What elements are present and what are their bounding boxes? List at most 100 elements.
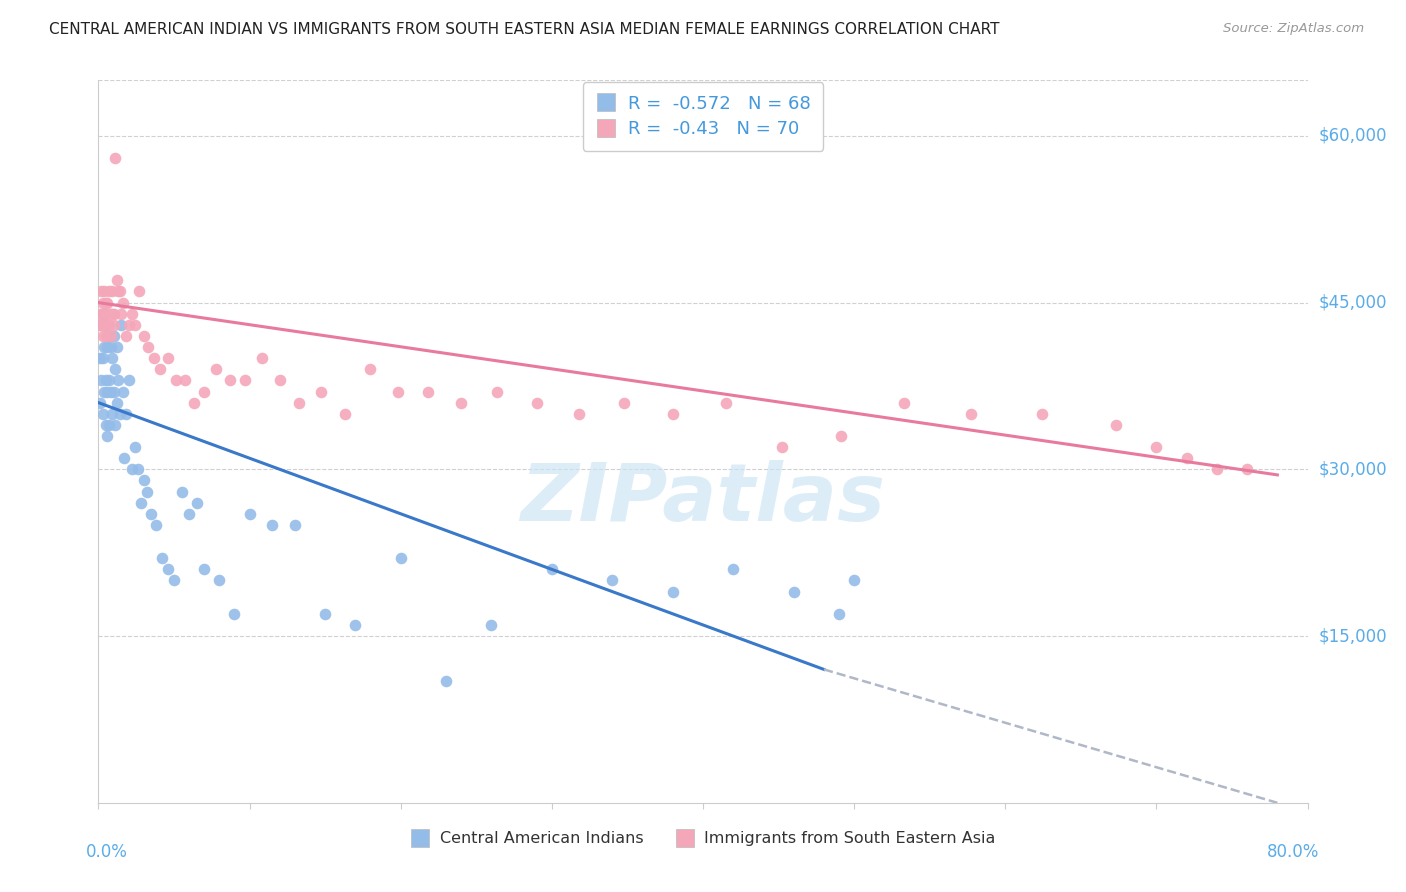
Point: [173, 373, 195, 387]
Point: [94, 329, 117, 343]
Point: [90, 318, 112, 332]
Point: [770, 440, 793, 454]
Point: [103, 307, 125, 321]
Point: [205, 362, 228, 376]
Point: [90, 373, 112, 387]
Point: [93, 318, 115, 332]
Point: [101, 407, 124, 421]
Point: [108, 285, 131, 299]
Point: [93, 384, 115, 399]
Point: [112, 451, 135, 466]
Point: [114, 329, 136, 343]
Point: [103, 318, 125, 332]
Point: [98, 285, 121, 299]
Point: [262, 517, 284, 532]
Point: [219, 373, 242, 387]
Point: [959, 407, 981, 421]
Point: [149, 362, 172, 376]
Point: [309, 384, 332, 399]
Point: [450, 395, 472, 409]
Point: [250, 351, 273, 366]
Point: [1144, 440, 1167, 454]
Point: [91, 295, 114, 310]
Point: [613, 395, 636, 409]
Point: [156, 351, 179, 366]
Point: [344, 618, 367, 632]
Point: [288, 395, 311, 409]
Point: [101, 285, 124, 299]
Point: [96, 295, 118, 310]
Text: 80.0%: 80.0%: [1267, 843, 1320, 861]
Point: [165, 373, 187, 387]
Point: [132, 474, 155, 488]
Point: [163, 574, 186, 588]
Point: [101, 351, 124, 366]
Point: [224, 607, 246, 621]
Point: [121, 307, 143, 321]
Point: [94, 417, 117, 432]
Point: [132, 329, 155, 343]
Point: [110, 307, 132, 321]
Point: [89, 307, 111, 321]
Point: [486, 384, 509, 399]
Point: [661, 584, 683, 599]
Legend: Central American Indians, Immigrants from South Eastern Asia: Central American Indians, Immigrants fro…: [405, 825, 1001, 853]
Point: [98, 417, 121, 432]
Point: [89, 395, 111, 409]
Point: [893, 395, 915, 409]
Point: [314, 607, 336, 621]
Point: [143, 351, 166, 366]
Point: [844, 574, 866, 588]
Point: [104, 417, 127, 432]
Point: [93, 285, 115, 299]
Point: [110, 318, 132, 332]
Point: [193, 562, 215, 576]
Point: [723, 562, 745, 576]
Point: [98, 329, 121, 343]
Point: [830, 429, 852, 443]
Point: [183, 395, 205, 409]
Point: [156, 562, 179, 576]
Point: [94, 295, 117, 310]
Point: [98, 373, 121, 387]
Point: [111, 384, 134, 399]
Point: [360, 362, 382, 376]
Point: [100, 307, 122, 321]
Point: [100, 340, 122, 354]
Text: $45,000: $45,000: [1319, 293, 1388, 311]
Point: [114, 407, 136, 421]
Point: [91, 329, 114, 343]
Point: [96, 384, 118, 399]
Point: [389, 551, 412, 566]
Point: [208, 574, 231, 588]
Point: [135, 484, 157, 499]
Point: [105, 273, 128, 287]
Point: [124, 318, 146, 332]
Point: [94, 373, 117, 387]
Point: [526, 395, 548, 409]
Point: [602, 574, 624, 588]
Point: [96, 429, 118, 443]
Text: $60,000: $60,000: [1319, 127, 1388, 145]
Point: [284, 517, 307, 532]
Point: [93, 307, 115, 321]
Text: CENTRAL AMERICAN INDIAN VS IMMIGRANTS FROM SOUTH EASTERN ASIA MEDIAN FEMALE EARN: CENTRAL AMERICAN INDIAN VS IMMIGRANTS FR…: [49, 22, 1000, 37]
Point: [91, 351, 114, 366]
Point: [121, 462, 143, 476]
Text: ZIPatlas: ZIPatlas: [520, 460, 886, 539]
Point: [1206, 462, 1229, 476]
Point: [145, 517, 167, 532]
Point: [481, 618, 503, 632]
Point: [1236, 462, 1258, 476]
Point: [107, 373, 129, 387]
Point: [333, 407, 356, 421]
Point: [91, 307, 114, 321]
Point: [1104, 417, 1126, 432]
Text: Source: ZipAtlas.com: Source: ZipAtlas.com: [1223, 22, 1364, 36]
Point: [1031, 407, 1053, 421]
Point: [136, 340, 159, 354]
Point: [170, 484, 193, 499]
Point: [714, 395, 737, 409]
Point: [94, 307, 117, 321]
Point: [89, 318, 111, 332]
